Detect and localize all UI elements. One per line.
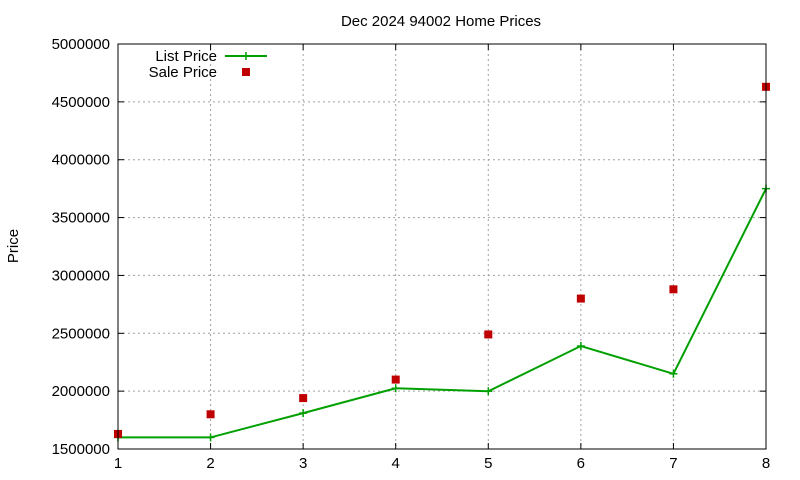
- x-tick-label: 7: [669, 455, 677, 472]
- legend-label: List Price: [155, 48, 217, 65]
- list-price-point: [391, 384, 400, 393]
- grid-lines: [118, 44, 766, 449]
- list-price-line: [118, 188, 767, 439]
- list-price-point: [299, 409, 308, 418]
- x-tick-label: 2: [206, 455, 214, 472]
- x-tick-label: 6: [577, 455, 585, 472]
- y-axis-label: Price: [5, 229, 22, 263]
- axis-ticks: 1500000 2000000 2500000 3000000 3500000 40000…: [52, 36, 771, 472]
- y-tick-label: 4000000: [52, 152, 110, 169]
- sale-price-point: [391, 375, 400, 384]
- list-price-point: [206, 433, 215, 442]
- x-tick-label: 8: [762, 455, 770, 472]
- legend-label: Sale Price: [149, 64, 217, 81]
- sale-price-point: [669, 285, 678, 294]
- legend-square-swatch: [242, 68, 250, 76]
- y-tick-label: 2000000: [52, 383, 110, 400]
- sale-price-point: [484, 330, 493, 339]
- y-tick-label: 2500000: [52, 325, 110, 342]
- y-tick-label: 5000000: [52, 36, 110, 53]
- legend-plus-marker: [242, 52, 250, 60]
- y-tick-label: 4500000: [52, 94, 110, 111]
- x-tick-label: 4: [392, 455, 400, 472]
- y-tick-label: 3000000: [52, 267, 110, 284]
- sale-price-point: [299, 394, 308, 403]
- list-price-point: [669, 369, 678, 378]
- y-tick-label: 1500000: [52, 441, 110, 458]
- list-price-point: [576, 342, 585, 351]
- series-layer: [114, 82, 770, 442]
- chart-title: Dec 2024 94002 Home Prices: [341, 13, 541, 30]
- plot-frame: [117, 43, 767, 450]
- y-tick-label: 3500000: [52, 210, 110, 227]
- sale-price-point: [576, 294, 585, 303]
- sale-price-point: [206, 410, 215, 419]
- list-price-point: [484, 387, 493, 396]
- x-tick-label: 5: [484, 455, 492, 472]
- x-tick-label: 1: [114, 455, 122, 472]
- x-tick-label: 3: [299, 455, 307, 472]
